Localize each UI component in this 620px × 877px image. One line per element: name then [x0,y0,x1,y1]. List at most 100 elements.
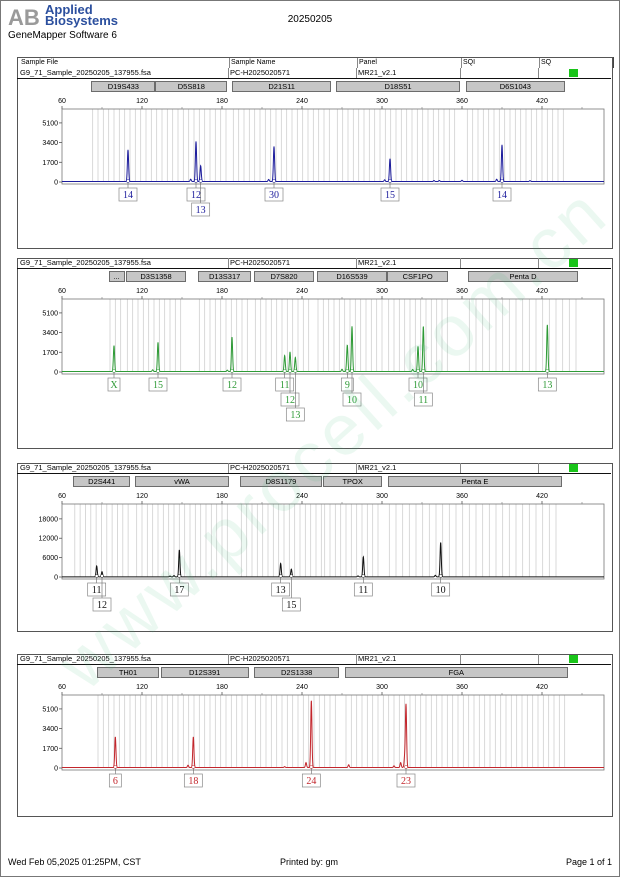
marker-bin-d13s317[interactable]: D13S317 [198,271,252,282]
marker-bin-th01[interactable]: TH01 [96,667,160,678]
marker-bin-d2s441[interactable]: D2S441 [73,476,130,487]
x-tick-label: 120 [136,684,148,691]
column-divider [356,258,357,268]
allele-label-box[interactable] [107,377,121,392]
sample-row[interactable]: G9_71_Sample_20250205_137955.fsa PC-H2025… [17,258,611,269]
marker-bin-d19s433[interactable]: D19S433 [91,81,156,92]
marker-bin-d7s820[interactable]: D7S820 [254,271,314,282]
allele-call: 18 [188,776,198,787]
allele-call: 13 [276,585,286,596]
allele-label-box[interactable] [340,377,354,392]
allele-label-box[interactable] [431,582,451,597]
sample-row[interactable]: G9_71_Sample_20250205_137955.fsa PC-H2025… [17,654,611,665]
marker-bin-tpox[interactable]: TPOX [323,476,382,487]
x-tick-label: 300 [376,288,388,295]
page-number: Page 1 of 1 [565,857,612,867]
sample-name: PC-H2025020571 [230,258,291,267]
marker-bin-fga[interactable]: FGA [344,667,568,678]
allele-call: 11 [359,585,369,596]
panel-name: MR21_v2.1 [358,463,397,472]
y-tick-label: 5100 [42,706,58,713]
marker-bin-csf1po[interactable]: CSF1PO [387,271,448,282]
x-tick-label: 420 [536,288,548,295]
brand-line-1: Applied [45,2,93,17]
allele-label-box[interactable] [118,187,138,202]
plot-1: 60 120 180 240 300 360 420 0 1700 3400 5100 14 12 13 3… [42,98,605,217]
x-tick-label: 300 [376,684,388,691]
plot-frame [61,298,605,375]
allele-label-box[interactable] [108,773,122,788]
allele-label-box[interactable] [492,187,512,202]
plot-frame [61,503,605,580]
column-divider [538,654,539,664]
allele-call: 13 [290,410,300,421]
marker-bin-d6s1043[interactable]: D6S1043 [466,81,565,92]
allele-label-box[interactable] [280,392,300,407]
marker-bin-d18s51[interactable]: D18S51 [336,81,460,92]
marker-bin--[interactable]: ... [108,271,125,282]
allele-label-box[interactable] [275,377,295,392]
allele-label-box[interactable] [222,377,242,392]
allele-label-box[interactable] [183,773,203,788]
allele-label-box[interactable] [396,773,416,788]
allele-label-box[interactable] [169,582,189,597]
column-divider [229,58,230,68]
y-tick-label: 5100 [42,310,58,317]
sample-row[interactable]: G9_71_Sample_20250205_137955.fsa PC-H2025… [17,463,611,474]
column-divider [356,654,357,664]
column-divider [538,463,539,473]
y-tick-label: 12000 [39,536,59,543]
allele-call: 24 [306,776,316,787]
marker-bin-d8s1179[interactable]: D8S1179 [240,476,322,487]
col-sample-name: Sample Name [231,59,276,66]
allele-label-box[interactable] [342,392,362,407]
marker-bin-d21s11[interactable]: D21S11 [232,81,332,92]
allele-call: 14 [123,190,133,201]
allele-label-box[interactable] [148,377,168,392]
column-divider [460,258,461,268]
allele-label-box[interactable] [537,377,557,392]
panel-name: MR21_v2.1 [358,68,397,77]
allele-label-box[interactable] [87,582,107,597]
x-tick-label: 360 [456,684,468,691]
allele-label-box[interactable] [264,187,284,202]
marker-bin-d5s818[interactable]: D5S818 [155,81,228,92]
allele-label-box[interactable] [353,582,373,597]
x-tick-label: 240 [296,288,308,295]
allele-label-box[interactable] [271,582,291,597]
marker-bin-d12s391[interactable]: D12S391 [160,667,249,678]
allele-label-box[interactable] [92,597,112,612]
sample-name: PC-H2025020571 [230,654,291,663]
y-tick-label: 18000 [39,516,59,523]
x-tick-label: 420 [536,98,548,105]
marker-bin-d3s1358[interactable]: D3S1358 [126,271,186,282]
sq-indicator [569,259,578,267]
allele-call: 10 [436,585,446,596]
allele-call: 13 [542,380,552,391]
column-divider [539,58,540,68]
x-tick-label: 360 [456,98,468,105]
report-title: 20250205 [287,14,333,25]
allele-label-box[interactable] [413,392,433,407]
allele-label-box[interactable] [380,187,400,202]
allele-label-box[interactable] [408,377,428,392]
marker-bin-d2s1338[interactable]: D2S1338 [254,667,340,678]
allele-label-box[interactable] [301,773,321,788]
allele-call: 11 [280,380,290,391]
column-divider [538,68,539,78]
column-divider [538,258,539,268]
x-tick-label: 180 [216,98,228,105]
sample-row[interactable]: G9_71_Sample_20250205_137955.fsa PC-H2025… [17,68,611,79]
marker-bin-vwa[interactable]: vWA [135,476,229,487]
panel-4 [17,654,613,817]
sq-indicator [569,69,578,77]
marker-bin-penta-e[interactable]: Penta E [388,476,562,487]
marker-bin-penta-d[interactable]: Penta D [468,271,578,282]
marker-bin-d16s539[interactable]: D16S539 [316,271,388,282]
allele-label-box[interactable] [281,597,301,612]
allele-call: 17 [174,585,184,596]
x-tick-label: 420 [536,493,548,500]
allele-label-box[interactable] [285,407,305,422]
allele-label-box[interactable] [191,202,211,217]
